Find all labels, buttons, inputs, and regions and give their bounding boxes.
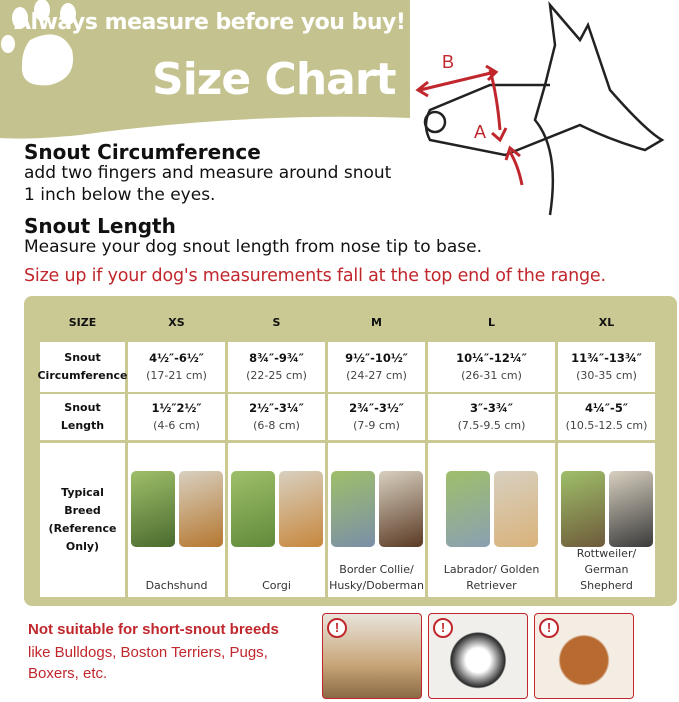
breed-photo xyxy=(330,471,375,547)
breed-photo xyxy=(608,471,653,547)
inches-value: 4½″-6½″ xyxy=(149,351,204,365)
inches-value: 2¾″-3½″ xyxy=(349,401,404,415)
arrow-a-icon xyxy=(488,69,502,131)
size-table: SIZE XS S M L XL Snout Circumference 4½″-6½″ (17… xyxy=(24,296,677,606)
arrow-b-icon xyxy=(415,64,499,98)
breed-row-label: Typical Breed (Reference Only) xyxy=(40,443,125,597)
breed-name: Labrador/ Golden Retriever xyxy=(443,563,540,592)
warning-icon: ! xyxy=(327,618,347,638)
size-m-header: M xyxy=(371,316,382,329)
size-xs-header: XS xyxy=(168,316,185,329)
cm-value: (22-25 cm) xyxy=(246,369,307,382)
cm-value: (4-6 cm) xyxy=(153,419,200,432)
measurement-cell: 2½″-3¼″ (6-8 cm) xyxy=(228,394,325,440)
breed-photo xyxy=(378,471,423,547)
inches-value: 2½″-3¼″ xyxy=(249,401,304,415)
breed-cell: Labrador/ Golden Retriever xyxy=(428,443,555,597)
boxer-photo: ! xyxy=(534,613,634,699)
measurement-cell: 9½″-10½″ (24-27 cm) xyxy=(328,342,425,392)
boston-terrier-photo: ! xyxy=(428,613,528,699)
tagline: Always measure before you buy! xyxy=(14,10,406,35)
cm-value: (7.5-9.5 cm) xyxy=(457,419,526,432)
header-banner: Always measure before you buy! Size Char… xyxy=(0,0,410,140)
breed-photo xyxy=(445,471,490,547)
banner-background xyxy=(0,0,410,139)
warning-icon: ! xyxy=(433,618,453,638)
breed-photo xyxy=(230,471,275,547)
page-title: Size Chart xyxy=(152,54,397,105)
measurement-cell: 8¾″-9¾″ (22-25 cm) xyxy=(228,342,325,392)
inches-value: 11¾″-13¾″ xyxy=(571,351,642,365)
breed-photo xyxy=(178,471,223,547)
breed-cell: Corgi xyxy=(228,443,325,597)
size-header: SIZE xyxy=(68,316,97,329)
row-label: Snout Circumference xyxy=(37,342,128,392)
measurement-cell: 4½″-6½″ (17-21 cm) xyxy=(128,342,225,392)
cm-value: (6-8 cm) xyxy=(253,419,300,432)
cm-value: (26-31 cm) xyxy=(461,369,522,382)
measurement-cell: 3″-3¾″ (7.5-9.5 cm) xyxy=(428,394,555,440)
paw-icon xyxy=(1,0,76,86)
inches-value: 10¼″-12¼″ xyxy=(456,351,527,365)
cm-value: (17-21 cm) xyxy=(146,369,207,382)
snout-length-text: Measure your dog snout length from nose … xyxy=(24,237,482,257)
snout-circumference-text-1: add two fingers and measure around snout xyxy=(24,163,392,183)
breed-cell: Dachshund xyxy=(128,443,225,597)
breed-cell: Rottweiler/ German Shepherd xyxy=(558,443,655,597)
measurement-cell: 10¼″-12¼″ (26-31 cm) xyxy=(428,342,555,392)
snout-length-heading: Snout Length xyxy=(24,214,176,238)
measurement-cell: 1½″2½″ (4-6 cm) xyxy=(128,394,225,440)
size-l-header: L xyxy=(487,316,495,329)
not-suitable-title: Not suitable for short-snout breeds xyxy=(28,621,279,638)
cm-value: (10.5-12.5 cm) xyxy=(565,419,648,432)
inches-value: 4¼″-5″ xyxy=(585,401,628,415)
inches-value: 3″-3¾″ xyxy=(470,401,513,415)
snout-circumference-text-2: 1 inch below the eyes. xyxy=(24,185,216,205)
cm-value: (7-9 cm) xyxy=(353,419,400,432)
breed-name: Border Collie/ Husky/Doberman xyxy=(329,563,424,592)
size-up-warning: Size up if your dog's measurements fall … xyxy=(24,266,606,286)
breed-name: Corgi xyxy=(262,579,291,592)
breed-photo xyxy=(130,471,175,547)
inches-value: 9½″-10½″ xyxy=(345,351,408,365)
breed-name: Rottweiler/ German Shepherd xyxy=(576,547,637,592)
breed-cell: Border Collie/ Husky/Doberman xyxy=(328,443,425,597)
warning-icon: ! xyxy=(539,618,559,638)
snout-circumference-heading: Snout Circumference xyxy=(24,140,261,164)
size-s-header: S xyxy=(272,316,281,329)
breed-photo xyxy=(493,471,538,547)
pug-photo: ! xyxy=(322,613,422,699)
measurement-cell: 2¾″-3½″ (7-9 cm) xyxy=(328,394,425,440)
not-suitable-text: like Bulldogs, Boston Terriers, Pugs, Bo… xyxy=(28,644,268,682)
breed-photo xyxy=(278,471,323,547)
inches-value: 1½″2½″ xyxy=(151,401,202,415)
inches-value: 8¾″-9¾″ xyxy=(249,351,304,365)
measurement-cell: 4¼″-5″ (10.5-12.5 cm) xyxy=(558,394,655,440)
breed-name: Dachshund xyxy=(145,579,208,592)
measurement-cell: 11¾″-13¾″ (30-35 cm) xyxy=(558,342,655,392)
cm-value: (30-35 cm) xyxy=(576,369,637,382)
row-label: Snout Length xyxy=(40,394,125,440)
breed-photo xyxy=(560,471,605,547)
label-a: A xyxy=(474,122,486,142)
dog-head-diagram: B A xyxy=(415,1,665,216)
cm-value: (24-27 cm) xyxy=(346,369,407,382)
size-xl-header: XL xyxy=(598,316,615,329)
label-b: B xyxy=(442,52,454,72)
